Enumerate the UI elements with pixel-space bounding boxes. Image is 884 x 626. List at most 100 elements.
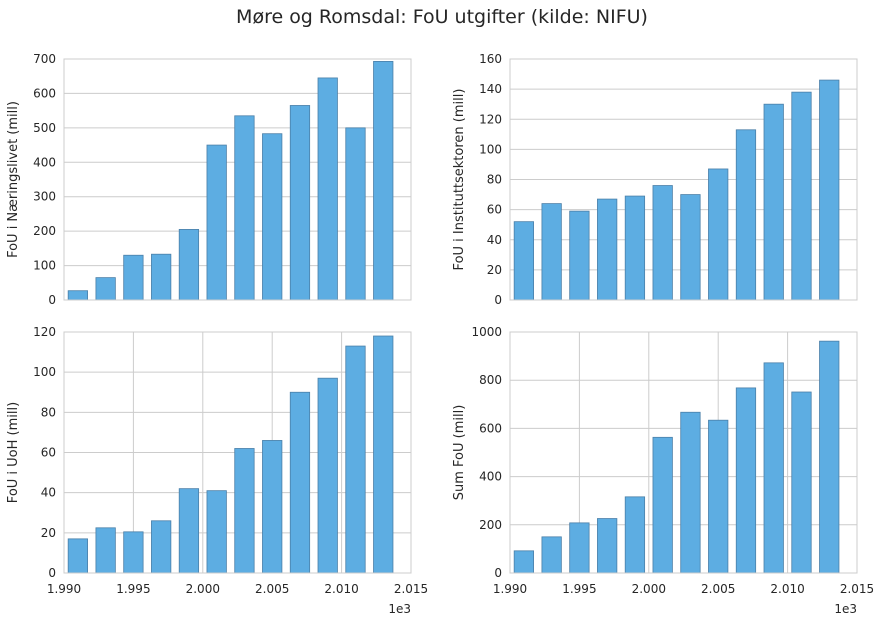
bar-2003 bbox=[680, 411, 701, 574]
y-tick-label: 80 bbox=[487, 173, 502, 187]
y-tick-label: 0 bbox=[48, 566, 56, 580]
y-tick-label: 40 bbox=[41, 486, 56, 500]
bar-1995 bbox=[569, 210, 590, 301]
y-axis-label: FoU i Instituttsektoren (mill) bbox=[452, 89, 467, 271]
y-tick-label: 100 bbox=[33, 365, 56, 379]
bar-2001 bbox=[652, 185, 673, 301]
bar-2001 bbox=[206, 144, 227, 301]
bar-1993 bbox=[95, 527, 116, 574]
y-axis-label: FoU i UoH (mill) bbox=[6, 402, 21, 503]
x-tick-label: 2.005 bbox=[701, 582, 735, 596]
y-tick-label: 0 bbox=[48, 293, 56, 307]
bar-1999 bbox=[178, 229, 200, 301]
y-tick-label: 800 bbox=[479, 373, 502, 387]
y-tick-label: 300 bbox=[33, 190, 56, 204]
y-tick-label: 120 bbox=[33, 325, 56, 339]
bar-2009 bbox=[763, 103, 784, 301]
y-tick-label: 140 bbox=[479, 82, 502, 96]
bar-2009 bbox=[317, 377, 338, 574]
bar-1997 bbox=[597, 198, 618, 301]
y-tick-label: 60 bbox=[487, 203, 502, 217]
bar-2011 bbox=[791, 391, 812, 574]
axes-frame bbox=[509, 58, 858, 301]
bar-1993 bbox=[95, 277, 116, 301]
bar-2007 bbox=[735, 129, 757, 301]
y-tick-label: 20 bbox=[41, 526, 56, 540]
bar-2001 bbox=[206, 490, 227, 574]
x-offset-label: 1e3 bbox=[834, 602, 857, 616]
x-tick-label: 2.005 bbox=[255, 582, 289, 596]
bar-1991 bbox=[513, 221, 534, 301]
x-tick-label: 1.990 bbox=[47, 582, 81, 596]
y-tick-label: 200 bbox=[33, 224, 56, 238]
figure-title: Møre og Romsdal: FoU utgifter (kilde: NI… bbox=[236, 6, 648, 28]
bar-2005 bbox=[262, 440, 283, 574]
bar-2013 bbox=[819, 79, 840, 301]
axes-frame bbox=[63, 58, 412, 301]
y-tick-label: 500 bbox=[33, 121, 56, 135]
bar-2011 bbox=[345, 127, 366, 301]
x-tick-label: 2.015 bbox=[840, 582, 874, 596]
bar-2005 bbox=[262, 133, 283, 301]
bar-2009 bbox=[317, 77, 338, 301]
y-axis-label: Sum FoU (mill) bbox=[452, 405, 467, 501]
y-tick-label: 600 bbox=[479, 421, 502, 435]
bar-1995 bbox=[569, 522, 590, 574]
bar-1999 bbox=[178, 488, 200, 574]
x-tick-label: 2.010 bbox=[770, 582, 804, 596]
bar-1997 bbox=[151, 253, 172, 301]
x-tick-label: 1.995 bbox=[116, 582, 150, 596]
y-tick-label: 200 bbox=[479, 518, 502, 532]
y-tick-label: 0 bbox=[494, 566, 502, 580]
x-tick-label: 2.010 bbox=[324, 582, 358, 596]
y-axis-label: FoU i Næringslivet (mill) bbox=[6, 101, 21, 258]
y-tick-label: 1000 bbox=[471, 325, 502, 339]
bar-1999 bbox=[624, 195, 646, 301]
y-tick-label: 160 bbox=[479, 52, 502, 66]
bar-2005 bbox=[708, 168, 729, 301]
subplot-instituttsektoren: 0 20 40 60 80 100 120 140 160 FoU i Instituttsekt… bbox=[452, 52, 858, 307]
subplot-uoh: 0 20 40 60 80 100 120 1.990 1.995 2.000 2.005 2.010… bbox=[6, 325, 428, 616]
bar-2011 bbox=[345, 345, 366, 574]
y-tick-label: 700 bbox=[33, 52, 56, 66]
bar-2003 bbox=[680, 194, 701, 301]
x-tick-label: 1.990 bbox=[493, 582, 527, 596]
bar-1997 bbox=[597, 518, 618, 574]
bar-2013 bbox=[819, 340, 840, 574]
bar-1995 bbox=[123, 254, 144, 301]
x-offset-label: 1e3 bbox=[388, 602, 411, 616]
bar-2003 bbox=[234, 115, 255, 301]
y-tick-label: 400 bbox=[479, 470, 502, 484]
bar-1991 bbox=[513, 550, 534, 574]
bar-2011 bbox=[791, 91, 812, 301]
subplot-naeringslivet: 0 100 200 300 400 500 600 700 FoU i Næringslivet… bbox=[6, 52, 412, 307]
bar-2009 bbox=[763, 362, 784, 574]
axes-frame bbox=[63, 331, 412, 574]
subplot-sum-fou: 0 200 400 600 800 1000 1.990 1.995 2.000 2.005 2.0… bbox=[452, 325, 874, 616]
bar-1993 bbox=[541, 536, 562, 574]
y-tick-label: 120 bbox=[479, 112, 502, 126]
bar-2005 bbox=[708, 419, 729, 574]
bar-2007 bbox=[735, 387, 757, 574]
y-tick-label: 0 bbox=[494, 293, 502, 307]
x-tick-label: 1.995 bbox=[562, 582, 596, 596]
axes-frame bbox=[509, 331, 858, 574]
bar-2003 bbox=[234, 448, 255, 574]
y-tick-label: 100 bbox=[479, 142, 502, 156]
y-tick-label: 400 bbox=[33, 155, 56, 169]
bar-2013 bbox=[373, 61, 394, 301]
bar-1991 bbox=[67, 538, 88, 574]
y-tick-label: 20 bbox=[487, 263, 502, 277]
y-tick-label: 100 bbox=[33, 259, 56, 273]
x-tick-label: 2.000 bbox=[186, 582, 220, 596]
bar-1997 bbox=[151, 520, 172, 574]
bar-2007 bbox=[289, 105, 311, 301]
bar-2001 bbox=[652, 436, 673, 574]
bar-1995 bbox=[123, 531, 144, 574]
y-tick-label: 40 bbox=[487, 233, 502, 247]
y-tick-label: 80 bbox=[41, 405, 56, 419]
y-tick-label: 600 bbox=[33, 86, 56, 100]
bar-1999 bbox=[624, 496, 646, 574]
bar-2013 bbox=[373, 335, 394, 574]
